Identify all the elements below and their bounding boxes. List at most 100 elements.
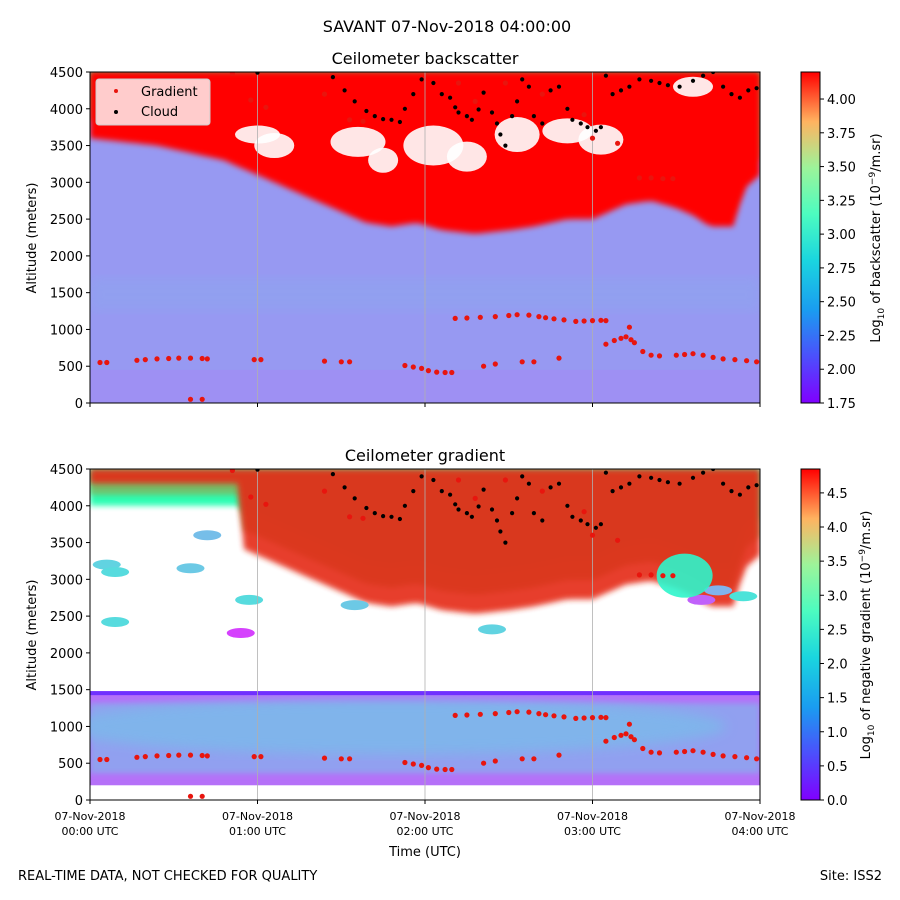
x-tick-label: 07-Nov-2018	[389, 810, 460, 823]
gradient-point	[682, 748, 688, 755]
colorbar-tick-label: 2.75	[827, 262, 856, 277]
colorbar-tick-label: 3.0	[827, 589, 848, 604]
gradient-point	[754, 359, 760, 365]
cloud-point	[439, 92, 444, 97]
gradient-point	[531, 756, 537, 762]
cloud-point	[721, 84, 726, 89]
gradient-point	[603, 715, 609, 721]
cloud-point	[503, 540, 508, 545]
gradient-point	[744, 358, 750, 364]
gradient-point	[690, 351, 696, 357]
cloud-point	[556, 84, 562, 89]
y-tick-label: 2500	[50, 610, 83, 625]
cloud-point	[364, 108, 369, 114]
cloud-point	[372, 510, 377, 516]
colorbar-tick-label: 1.75	[827, 397, 856, 412]
cloud-point	[701, 470, 706, 475]
cloud-point	[498, 529, 503, 534]
x-tick-label: 04:00 UTC	[731, 825, 788, 838]
gradient-point	[648, 572, 654, 578]
gradient-point	[519, 359, 525, 365]
gradient-point	[720, 356, 726, 362]
gradient-point	[561, 714, 567, 720]
gradient-point	[589, 715, 596, 721]
cloud-point	[585, 522, 590, 527]
cloud-point	[448, 95, 453, 100]
cloud-point	[469, 117, 474, 122]
cloud-point	[649, 78, 654, 83]
colorbar-tick-label: 2.00	[827, 363, 856, 378]
backscatter-y-label: Altitude (meters)	[25, 183, 40, 294]
x-tick-label: 07-Nov-2018	[54, 810, 125, 823]
gradient-point	[640, 348, 646, 355]
y-tick-label: 3000	[50, 176, 83, 191]
gradient-point	[449, 766, 455, 773]
cloud-point	[489, 507, 495, 512]
cloud-point	[548, 88, 553, 93]
cloud-point	[503, 143, 508, 148]
gradient-point	[204, 356, 210, 362]
cloud-point	[330, 75, 335, 80]
cloud-point	[342, 88, 347, 93]
cloud-point	[494, 121, 500, 126]
gradient-point	[142, 357, 148, 363]
cloud-point	[711, 469, 716, 472]
cb1-label-e: /m.sr)	[859, 511, 874, 549]
legend-cloud-label: Cloud	[141, 105, 178, 120]
gradient-point	[321, 358, 328, 364]
colorbar-tick-label: 1.0	[827, 726, 848, 741]
cloud-point	[690, 475, 696, 480]
gradient-point	[425, 368, 431, 374]
x-tick-label: 07-Nov-2018	[557, 810, 628, 823]
x-tick-label: 07-Nov-2018	[724, 810, 795, 823]
y-tick-label: 0	[75, 397, 83, 412]
cloud-point	[509, 510, 515, 516]
cloud-point	[531, 114, 537, 119]
cloud-point	[520, 474, 525, 479]
gradient-point	[670, 176, 676, 182]
gradient-point	[263, 501, 269, 507]
gradient-point	[700, 749, 706, 755]
gradient-point	[187, 396, 194, 402]
backscatter-cloud-points	[255, 72, 759, 148]
cloud-point	[515, 99, 520, 104]
cloud-point	[637, 77, 642, 82]
gradient-point	[543, 315, 549, 321]
cloud-point	[729, 489, 734, 494]
gradient-point	[603, 341, 609, 347]
gradient-point	[104, 359, 110, 366]
cloud-point	[402, 503, 407, 508]
gradient-point	[452, 712, 458, 719]
cb0-label-e: /m.sr)	[869, 133, 884, 171]
gradient-point	[347, 514, 353, 520]
gradient-point	[690, 748, 696, 754]
gradient-point	[556, 355, 562, 361]
cloud-point	[593, 525, 599, 530]
gradient-point	[248, 97, 254, 103]
cloud-point	[603, 73, 609, 78]
gradient-point	[581, 715, 587, 721]
gradient-point	[455, 80, 462, 86]
cloud-point	[565, 106, 570, 111]
y-tick-label: 4500	[50, 463, 83, 478]
gradient-point	[536, 711, 542, 717]
cloud-point	[665, 480, 671, 485]
colorbar-tick-label: 1.5	[827, 692, 848, 707]
cloud-point	[754, 86, 759, 91]
backscatter-x-ticks	[89, 403, 761, 407]
gradient-point	[710, 751, 716, 758]
backscatter-y-ticks: 0 500 1000 1500 2000 2500 3000 3500 4000 4500	[50, 66, 90, 412]
gradient-point	[347, 117, 353, 123]
cloud-point	[520, 77, 525, 82]
gradient-point	[526, 709, 532, 715]
colorbar-tick-label: 2.50	[827, 296, 856, 311]
cloud-point	[476, 107, 481, 112]
gradient-point	[626, 324, 633, 330]
gradient-point	[402, 759, 408, 766]
cloud-point	[431, 80, 436, 86]
colorbar-tick-label: 0.5	[827, 760, 848, 775]
gradient-point	[229, 72, 235, 77]
cloud-point	[649, 475, 654, 480]
y-tick-label: 2500	[50, 213, 83, 228]
y-tick-label: 0	[75, 794, 83, 809]
